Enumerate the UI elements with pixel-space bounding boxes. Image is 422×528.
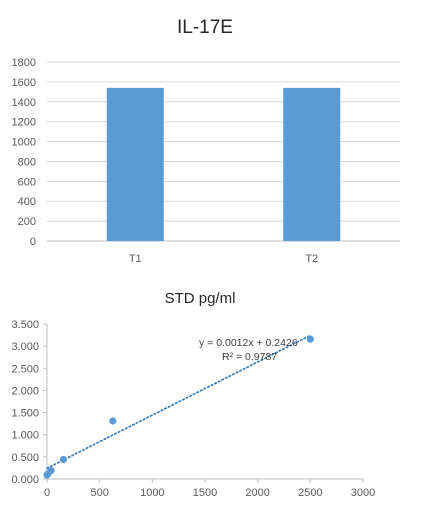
y-tick-label: 800 <box>18 156 36 168</box>
y-tick-label: 3.500 <box>11 319 39 331</box>
scatter-chart-points <box>43 335 314 479</box>
y-tick-label: 0.500 <box>11 452 39 464</box>
y-tick-label: 3.000 <box>11 341 39 353</box>
y-tick-label: 1.500 <box>11 408 39 420</box>
bar-chart-gridlines <box>47 61 400 242</box>
trendline-equation: y = 0.0012x + 0.2426 <box>199 337 298 349</box>
data-point <box>59 455 68 464</box>
bar-t2 <box>283 87 341 241</box>
y-tick-label: 2.500 <box>11 363 39 375</box>
y-tick-label: 1600 <box>12 77 36 89</box>
bar-chart: IL-17E 0 200 400 600 800 1000 1200 1400 1600 1800… <box>12 17 400 265</box>
bar-t1 <box>106 87 164 241</box>
x-tick-label: 0 <box>44 487 50 499</box>
y-tick-label: 1400 <box>12 97 36 109</box>
x-tick-label: 2000 <box>245 487 269 499</box>
scatter-chart-axes <box>43 323 364 483</box>
y-tick-label: 600 <box>18 176 36 188</box>
bar-chart-x-tick-labels: T1 T2 <box>129 253 318 265</box>
x-tick-label: 500 <box>90 487 108 499</box>
data-point <box>306 335 314 343</box>
data-point <box>47 466 55 475</box>
bar-chart-bars <box>106 87 341 241</box>
x-tick-label: T2 <box>305 253 318 265</box>
x-tick-label: 2500 <box>298 487 322 499</box>
x-tick-label: 1000 <box>140 487 164 499</box>
y-tick-label: 0.000 <box>11 474 39 486</box>
y-tick-label: 2.000 <box>11 385 39 397</box>
y-tick-label: 0 <box>30 236 36 248</box>
x-tick-label: 3000 <box>351 487 375 499</box>
scatter-chart-x-tick-labels: 0 500 1000 1500 2000 2500 3000 <box>44 487 375 499</box>
x-tick-label: T1 <box>129 253 142 265</box>
y-tick-label: 400 <box>18 196 36 208</box>
trendline <box>46 334 312 470</box>
bar-chart-y-tick-labels: 0 200 400 600 800 1000 1200 1400 1600 1800 <box>12 57 36 248</box>
scatter-chart: STD pg/ml 0.000 0.500 1.000 1.500 2.000 2.500… <box>11 290 375 499</box>
y-tick-label: 1200 <box>12 117 36 129</box>
data-point <box>109 417 117 425</box>
y-tick-label: 200 <box>18 216 36 228</box>
bar-chart-title: IL-17E <box>177 17 233 38</box>
y-tick-label: 1.000 <box>11 430 39 442</box>
scatter-chart-trendline <box>46 334 312 470</box>
scatter-chart-title: STD pg/ml <box>165 290 236 307</box>
x-tick-label: 1500 <box>193 487 217 499</box>
y-tick-label: 1000 <box>12 137 36 149</box>
scatter-chart-y-tick-labels: 0.000 0.500 1.000 1.500 2.000 2.500 3.000 3.500 <box>11 319 39 486</box>
trendline-r-squared: R² = 0.9787 <box>222 351 277 363</box>
y-tick-label: 1800 <box>12 57 36 69</box>
